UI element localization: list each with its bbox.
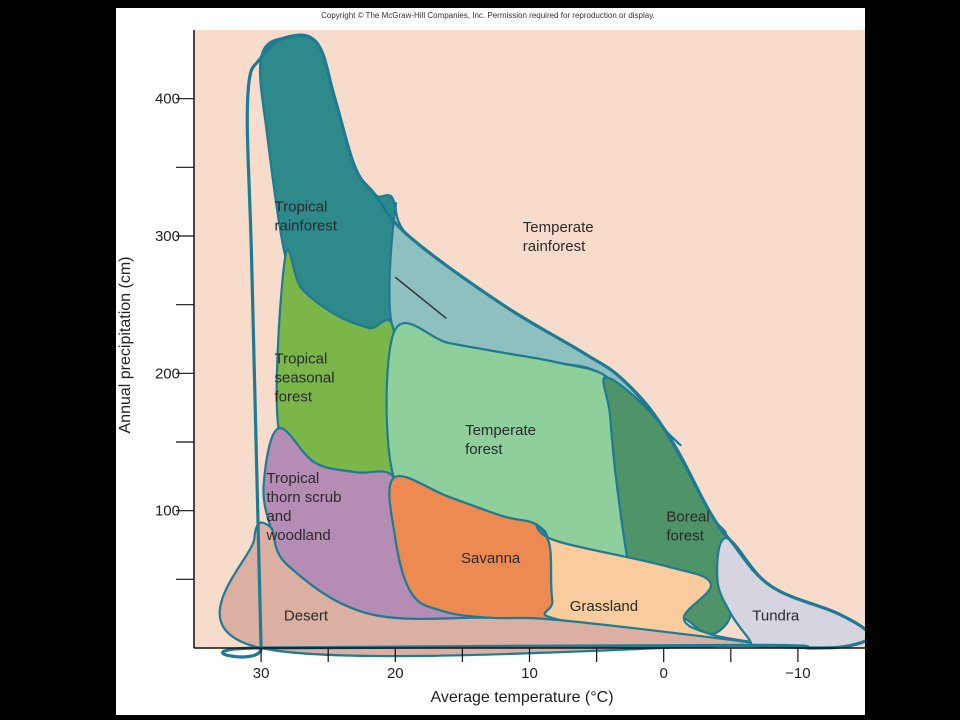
tundra-label: Tundra [752, 608, 800, 625]
grassland-label: Grassland [570, 598, 638, 615]
grassland-region [535, 523, 760, 645]
x-tick-label: 0 [660, 665, 668, 682]
y-tick-label: 200 [155, 365, 180, 382]
x-tick-label: 30 [253, 665, 270, 682]
tropical-seasonal-forest-label: Tropical seasonal forest [275, 351, 335, 406]
x-tick-label: 10 [521, 665, 538, 682]
figure-frame: Copyright © The McGraw-Hill Companies, I… [116, 8, 865, 715]
biome-envelope-outline [220, 33, 865, 659]
temperate-rainforest-leader-line [394, 276, 447, 319]
y-tick-label: 400 [155, 91, 180, 108]
savanna-label: Savanna [461, 550, 521, 567]
y-tick-label: 300 [155, 228, 180, 245]
x-tick-label: 20 [387, 665, 404, 682]
x-axis-title: Average temperature (°C) [430, 689, 613, 706]
temperate-rainforest-label: Temperate rainforest [523, 219, 594, 255]
boreal-forest-label: Boreal forest [666, 509, 709, 545]
copyright-notice: Copyright © The McGraw-Hill Companies, I… [321, 11, 655, 20]
biome-chart: Copyright © The McGraw-Hill Companies, I… [117, 11, 865, 706]
y-tick-label: 100 [155, 503, 180, 520]
tropical-rainforest-label: Tropical rainforest [275, 198, 338, 234]
x-tick-label: −10 [785, 665, 810, 682]
tropical-thorn-scrub-and-woodland-label: Tropical thorn scrub and woodland [265, 470, 341, 544]
temperate-forest-label: Temperate forest [465, 422, 536, 458]
y-axis-title: Annual precipitation (cm) [117, 257, 134, 434]
desert-label: Desert [284, 608, 329, 625]
